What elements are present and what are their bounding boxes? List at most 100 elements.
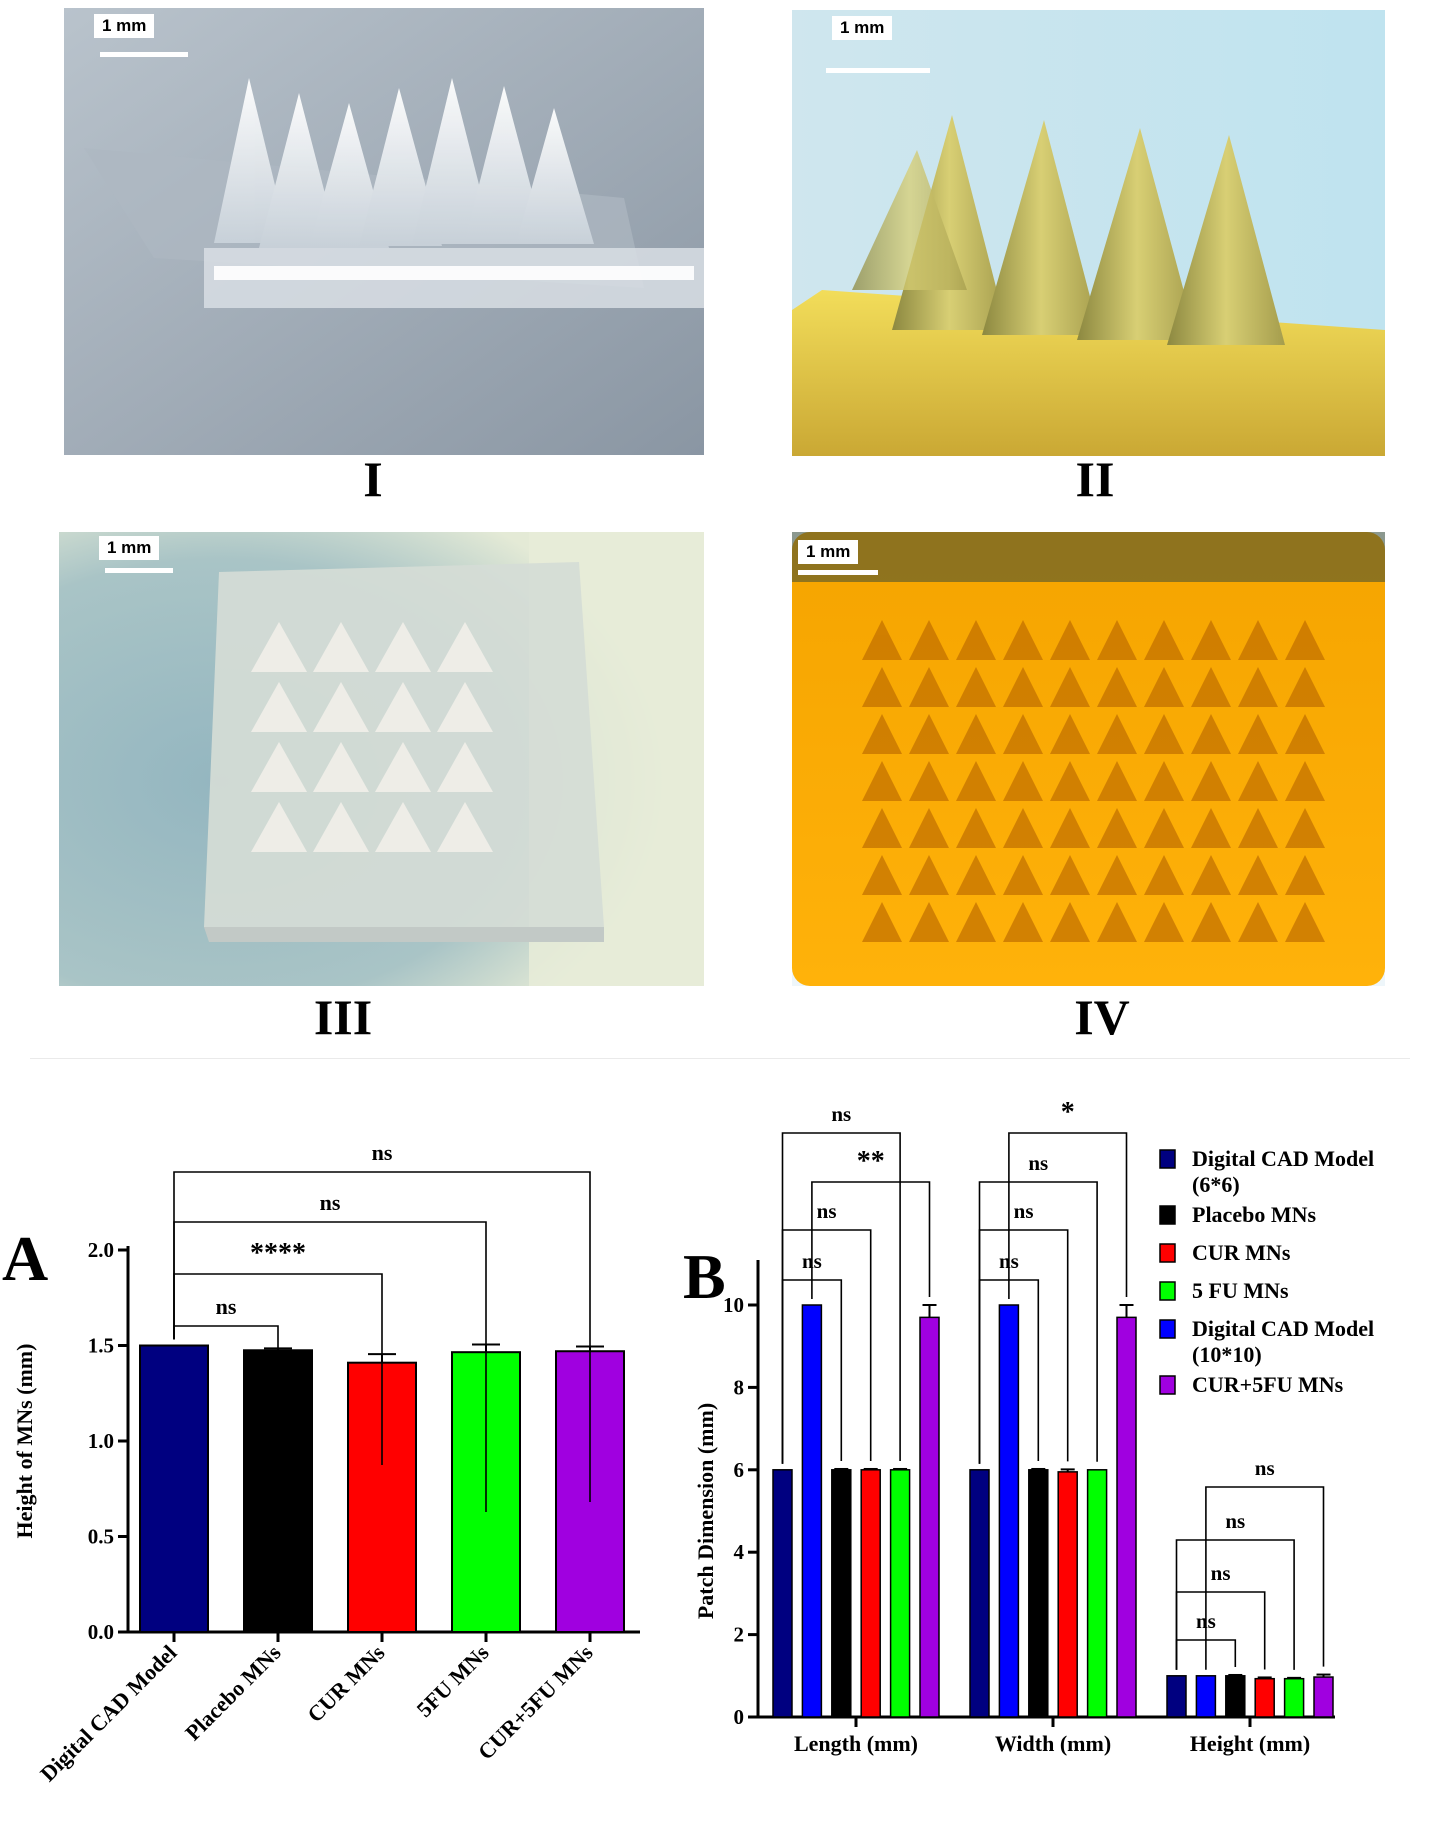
needle-shape [956, 808, 996, 848]
needle-shape [862, 620, 902, 660]
needle-shape [1050, 714, 1090, 754]
legend-swatch [1159, 1281, 1176, 1301]
needle-shape [251, 622, 307, 672]
significance-bracket [1008, 1132, 1128, 1299]
y-tick-label: 2 [734, 1623, 745, 1647]
needle-shape [313, 742, 369, 792]
y-tick-label: 0 [734, 1705, 745, 1729]
needle-shape [1097, 667, 1137, 707]
needle-shape [862, 714, 902, 754]
needle-shape [1097, 902, 1137, 942]
x-tick-label: Length (mm) [794, 1731, 918, 1756]
legend-swatch [1159, 1319, 1176, 1339]
panel-letter-b: B [683, 1241, 726, 1312]
needle-shape [1003, 855, 1043, 895]
needle-shape [862, 855, 902, 895]
significance-label: ns [216, 1294, 237, 1319]
y-tick-label: 0.5 [88, 1525, 114, 1549]
needle-shape [375, 742, 431, 792]
y-axis-label: Height of MNs (mm) [12, 1344, 37, 1539]
needle-shape [862, 808, 902, 848]
needle-shape [251, 682, 307, 732]
needle-shape [437, 622, 493, 672]
significance-label: ns [1255, 1456, 1275, 1480]
significance-bracket [978, 1181, 1098, 1464]
significance-bracket [781, 1229, 872, 1464]
needle-shape [862, 902, 902, 942]
bar-series-2 [1225, 1675, 1246, 1718]
needle-shape [1144, 667, 1184, 707]
y-tick-label: 4 [734, 1540, 745, 1564]
significance-label: ns [372, 1140, 393, 1165]
microneedle-side-view-photo-icon [792, 10, 1385, 456]
significance-label: * [1061, 1097, 1075, 1128]
significance-bracket [781, 1132, 901, 1464]
scale-bar [798, 570, 878, 575]
scale-bar [100, 52, 188, 57]
bar-series-4 [889, 1469, 911, 1718]
photo-label-2: II [1075, 451, 1115, 507]
needle-shape [956, 714, 996, 754]
needle-shape [1050, 855, 1090, 895]
needle-shape [1144, 761, 1184, 801]
legend-label: CUR MNs [1192, 1240, 1291, 1265]
needle-shape [1097, 855, 1137, 895]
needle-shape [1238, 761, 1278, 801]
microneedle-side-view-photo-icon [64, 8, 704, 455]
needle-shape [956, 667, 996, 707]
needle-shape [1285, 714, 1325, 754]
needle-shape [437, 682, 493, 732]
needle-shape [909, 808, 949, 848]
x-tick-label: Height (mm) [1190, 1731, 1310, 1756]
needle-shape [375, 682, 431, 732]
needle-shape [956, 761, 996, 801]
needle-shape [1050, 667, 1090, 707]
needle-shape [1238, 667, 1278, 707]
needle-shape [909, 761, 949, 801]
legend-label: CUR+5FU MNs [1192, 1372, 1344, 1397]
legend-swatch [1159, 1205, 1176, 1225]
significance-bracket [978, 1229, 1069, 1464]
needle-shape [375, 622, 431, 672]
significance-label: ns [320, 1190, 341, 1215]
significance-bracket [1175, 1591, 1266, 1670]
needle-shape [1238, 808, 1278, 848]
significance-label: ns [1028, 1151, 1048, 1175]
needle-shape [1285, 902, 1325, 942]
photo-label-4: IV [1074, 989, 1130, 1045]
significance-bracket [1205, 1486, 1325, 1670]
significance-label: ns [1014, 1199, 1034, 1223]
needle-shape [1285, 620, 1325, 660]
needle-shape [437, 802, 493, 852]
needle-shape [1191, 714, 1231, 754]
bar-1 [243, 1349, 313, 1634]
y-tick-label: 1.0 [88, 1429, 114, 1453]
significance-bracket [811, 1181, 931, 1299]
bar-series-4 [1086, 1469, 1108, 1718]
microneedle-array-top-view-photo-icon [792, 532, 1385, 986]
needle-shape [862, 667, 902, 707]
bar-series-3 [1057, 1471, 1078, 1718]
needle-shape [313, 682, 369, 732]
needle-shape [1144, 620, 1184, 660]
scale-bar-label: 1 mm [94, 14, 155, 38]
photo-panel-4: 1 mm [792, 532, 1385, 986]
needle-shape [1097, 714, 1137, 754]
needle-shape [1285, 855, 1325, 895]
needle-shape [1191, 808, 1231, 848]
scale-bar-label: 1 mm [832, 16, 893, 40]
needle-shape [956, 902, 996, 942]
needle-shape [1238, 902, 1278, 942]
needle-shape [1238, 855, 1278, 895]
bar-series-5 [1116, 1316, 1137, 1718]
photo-panel-1: 1 mm [64, 8, 704, 455]
significance-label: ns [1211, 1561, 1231, 1585]
y-tick-label: 2.0 [88, 1238, 114, 1262]
y-tick-label: 8 [734, 1375, 745, 1399]
needle-shape [375, 802, 431, 852]
needle-shape [1050, 761, 1090, 801]
significance-bracket [173, 1171, 591, 1502]
needle-shape [1144, 902, 1184, 942]
legend-swatch [1159, 1375, 1176, 1395]
